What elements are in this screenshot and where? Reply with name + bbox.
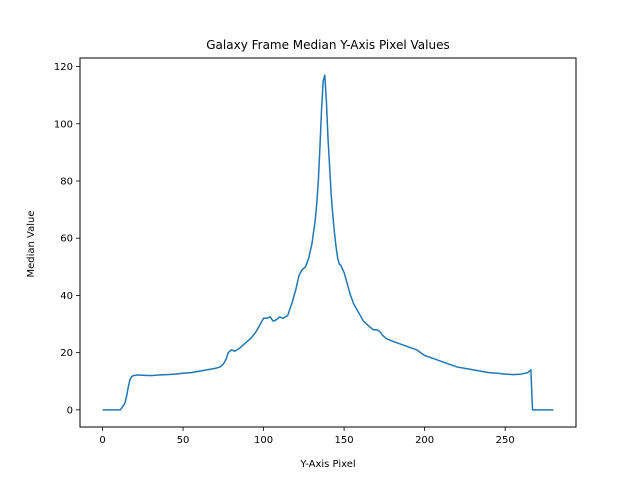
y-axis-label: Median Value (26, 210, 37, 277)
y-tick-label: 100 (54, 119, 73, 130)
y-tick-label: 60 (60, 234, 73, 245)
x-axis-label: Y-Axis Pixel (299, 459, 355, 470)
y-axis: 0 20 40 60 80 100 120 (54, 62, 80, 416)
y-tick-label: 80 (60, 177, 73, 188)
plot-frame (79, 57, 577, 428)
y-tick-label: 0 (67, 405, 73, 416)
y-tick-label: 120 (54, 62, 73, 73)
x-tick-label: 0 (99, 435, 105, 446)
x-tick-label: 250 (496, 435, 515, 446)
y-tick-label: 40 (60, 291, 73, 302)
series-line-0 (102, 74, 554, 411)
x-tick-label: 100 (254, 435, 273, 446)
x-tick-label: 50 (177, 435, 190, 446)
plot-area (102, 74, 554, 411)
chart-title: Galaxy Frame Median Y-Axis Pixel Values (206, 38, 449, 52)
x-tick-label: 200 (415, 435, 434, 446)
x-axis: 0 50 100 150 200 250 (99, 427, 515, 446)
y-tick-label: 20 (60, 348, 73, 359)
x-tick-label: 150 (335, 435, 354, 446)
